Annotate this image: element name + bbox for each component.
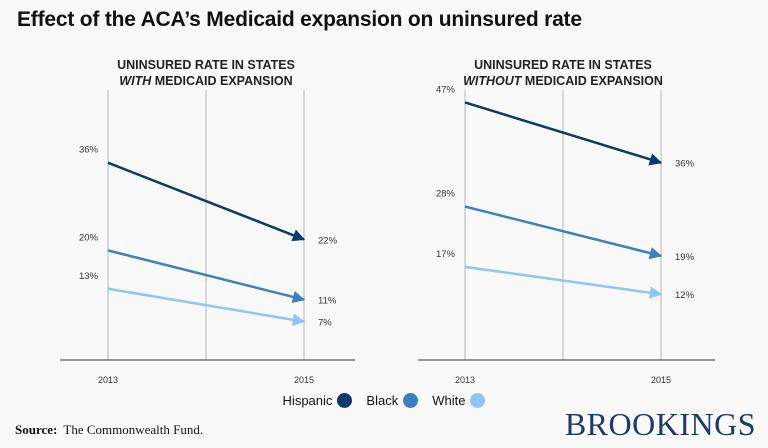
data-label: 7% (318, 318, 332, 329)
panel-title-line1: UNINSURED RATE IN STATES (474, 58, 652, 72)
legend-dot-icon (470, 393, 486, 408)
legend-item-black: Black (366, 393, 419, 408)
legend-label: White (432, 393, 466, 408)
data-label: 20% (79, 232, 99, 243)
data-label: 36% (79, 145, 99, 156)
series-line-hispanic (464, 101, 663, 166)
legend-item-hispanic: Hispanic (283, 393, 353, 408)
series-line-black (464, 205, 663, 260)
legend-label: Black (366, 393, 399, 408)
source-label: Source: (15, 422, 58, 437)
source-text: The Commonwealth Fund. (63, 422, 204, 437)
legend-dot-icon (403, 393, 419, 408)
data-label: 19% (675, 252, 695, 263)
data-label: 47% (436, 84, 456, 95)
data-label: 36% (675, 159, 695, 170)
series-line-white (107, 287, 306, 326)
x-tick-label: 2013 (98, 375, 118, 385)
panel-title-line1: UNINSURED RATE IN STATES (117, 58, 295, 72)
legend-dot-icon (337, 393, 353, 408)
panel-title-without: UNINSURED RATE IN STATES WITHOUT MEDICAI… (393, 57, 733, 89)
data-label: 17% (436, 249, 456, 260)
x-tick-label: 2015 (294, 375, 314, 385)
source-note: Source: The Commonwealth Fund. (15, 422, 203, 438)
legend-label: Hispanic (282, 393, 333, 408)
panel-title-with: UNINSURED RATE IN STATES WITH MEDICAID E… (36, 57, 376, 89)
legend: Hispanic Black White (0, 393, 768, 408)
series-line-hispanic (107, 161, 306, 242)
brookings-logo: BROOKINGS (564, 406, 756, 442)
x-tick-label: 2015 (651, 375, 671, 385)
panel-title-line2: MEDICAID EXPANSION (151, 74, 293, 88)
data-label: 11% (318, 296, 337, 307)
data-label: 22% (318, 235, 338, 246)
panel-title-line2: MEDICAID EXPANSION (521, 74, 663, 88)
series-line-black (107, 249, 306, 304)
x-tick-label: 2013 (455, 375, 475, 385)
data-label: 12% (675, 290, 695, 301)
chart-title: Effect of the ACA’s Medicaid expansion o… (17, 8, 582, 31)
data-label: 13% (79, 271, 99, 282)
panel-title-italic: WITHOUT (463, 74, 522, 88)
legend-item-white: White (432, 393, 486, 408)
data-label: 28% (436, 189, 456, 200)
panel-title-italic: WITH (119, 74, 152, 88)
series-line-white (464, 265, 663, 299)
